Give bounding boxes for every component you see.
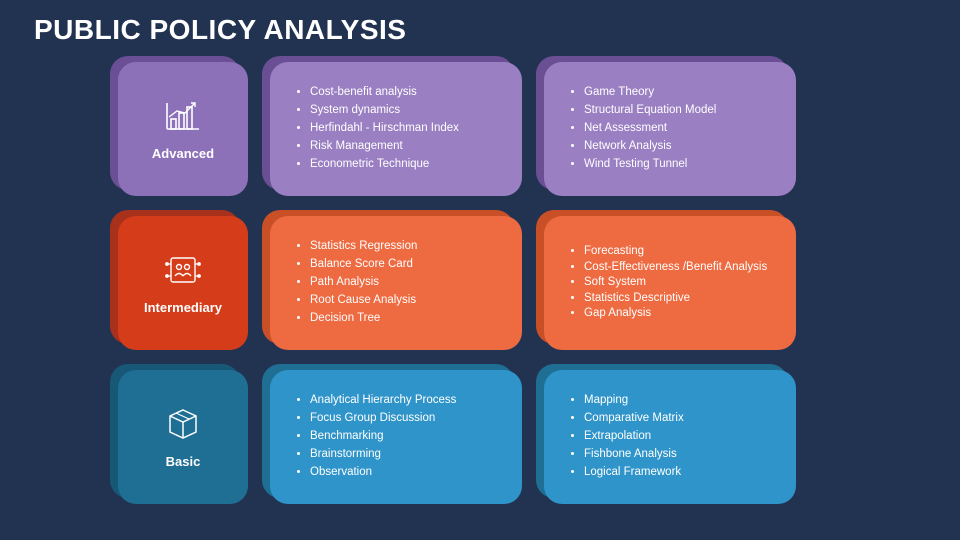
methods-list: MappingComparative MatrixExtrapolationFi… (570, 392, 684, 481)
levels-grid: Advanced Cost-benefit analysisSystem dyna… (118, 62, 796, 504)
list-item: Cost-Effectiveness /Benefit Analysis (584, 260, 767, 276)
list-item: Statistics Regression (310, 238, 417, 256)
card-front: Analytical Hierarchy ProcessFocus Group … (270, 370, 522, 504)
list-item: Analytical Hierarchy Process (310, 392, 456, 410)
list-item: Focus Group Discussion (310, 410, 456, 428)
list-item: Gap Analysis (584, 306, 767, 322)
list-item: Observation (310, 464, 456, 482)
card-front: Cost-benefit analysisSystem dynamicsHerf… (270, 62, 522, 196)
list-item: Econometric Technique (310, 156, 459, 174)
list-item: Fishbone Analysis (584, 446, 684, 464)
list-item: Balance Score Card (310, 256, 417, 274)
methods-panel: Analytical Hierarchy ProcessFocus Group … (270, 370, 522, 504)
level-label: Advanced (152, 146, 214, 161)
page-title: PUBLIC POLICY ANALYSIS (34, 14, 406, 46)
card-front: ForecastingCost-Effectiveness /Benefit A… (544, 216, 796, 350)
level-row: Basic Analytical Hierarchy ProcessFocus G… (118, 370, 796, 504)
people-icon (163, 252, 203, 288)
list-item: Game Theory (584, 84, 716, 102)
methods-list: Analytical Hierarchy ProcessFocus Group … (296, 392, 456, 481)
methods-list: ForecastingCost-Effectiveness /Benefit A… (570, 244, 767, 322)
list-item: Mapping (584, 392, 684, 410)
list-item: Network Analysis (584, 138, 716, 156)
list-item: Decision Tree (310, 310, 417, 328)
level-label: Intermediary (144, 300, 222, 315)
methods-panel: ForecastingCost-Effectiveness /Benefit A… (544, 216, 796, 350)
methods-list: Cost-benefit analysisSystem dynamicsHerf… (296, 84, 459, 173)
list-item: Risk Management (310, 138, 459, 156)
methods-panel: Game TheoryStructural Equation ModelNet … (544, 62, 796, 196)
card-front: Basic (118, 370, 248, 504)
card-front: Intermediary (118, 216, 248, 350)
level-row: Intermediary Statistics RegressionBalance… (118, 216, 796, 350)
list-item: Structural Equation Model (584, 102, 716, 120)
list-item: Forecasting (584, 244, 767, 260)
methods-panel: Statistics RegressionBalance Score CardP… (270, 216, 522, 350)
list-item: Net Assessment (584, 120, 716, 138)
list-item: Brainstorming (310, 446, 456, 464)
level-card: Intermediary (118, 216, 248, 350)
card-front: Statistics RegressionBalance Score CardP… (270, 216, 522, 350)
methods-list: Game TheoryStructural Equation ModelNet … (570, 84, 716, 173)
list-item: Path Analysis (310, 274, 417, 292)
list-item: Comparative Matrix (584, 410, 684, 428)
list-item: Logical Framework (584, 464, 684, 482)
level-row: Advanced Cost-benefit analysisSystem dyna… (118, 62, 796, 196)
list-item: Extrapolation (584, 428, 684, 446)
list-item: Cost-benefit analysis (310, 84, 459, 102)
level-card: Advanced (118, 62, 248, 196)
list-item: Statistics Descriptive (584, 291, 767, 307)
card-front: Game TheoryStructural Equation ModelNet … (544, 62, 796, 196)
list-item: Benchmarking (310, 428, 456, 446)
level-label: Basic (166, 454, 201, 469)
list-item: Wind Testing Tunnel (584, 156, 716, 174)
methods-panel: Cost-benefit analysisSystem dynamicsHerf… (270, 62, 522, 196)
methods-panel: MappingComparative MatrixExtrapolationFi… (544, 370, 796, 504)
methods-list: Statistics RegressionBalance Score CardP… (296, 238, 417, 327)
level-card: Basic (118, 370, 248, 504)
box-icon (163, 406, 203, 442)
list-item: Herfindahl - Hirschman Index (310, 120, 459, 138)
list-item: System dynamics (310, 102, 459, 120)
card-front: Advanced (118, 62, 248, 196)
chart-icon (163, 98, 203, 134)
list-item: Root Cause Analysis (310, 292, 417, 310)
card-front: MappingComparative MatrixExtrapolationFi… (544, 370, 796, 504)
list-item: Soft System (584, 275, 767, 291)
